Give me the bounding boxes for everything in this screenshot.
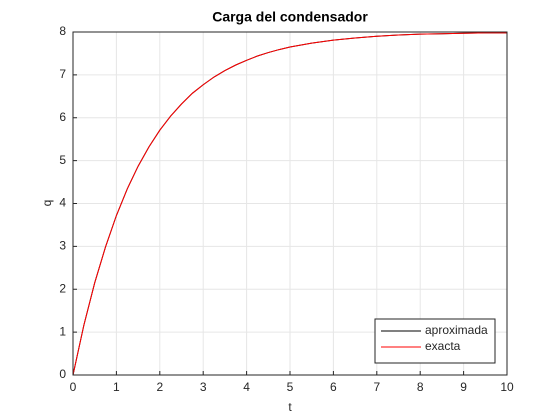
y-tick-label: 6 [59, 110, 66, 124]
y-axis-label: q [40, 200, 54, 207]
y-tick-label: 3 [59, 239, 66, 253]
legend-label: exacta [425, 339, 461, 353]
axes-box [72, 31, 508, 376]
x-tick-label: 1 [113, 380, 120, 394]
x-tick-label: 6 [330, 380, 337, 394]
x-tick-label: 3 [200, 380, 207, 394]
y-tick-label: 1 [59, 324, 66, 338]
x-axis-label: t [288, 400, 292, 414]
x-tick-label: 8 [417, 380, 424, 394]
y-tick-label: 7 [59, 67, 66, 81]
legend-label: aproximada [425, 323, 488, 337]
chart-title: Carga del condensador [212, 9, 368, 25]
legend-box [374, 318, 496, 364]
x-tick-label: 7 [373, 380, 380, 394]
x-tick-label: 5 [287, 380, 294, 394]
series-line [72, 32, 507, 376]
y-tick-label: 0 [59, 367, 66, 381]
x-tick-label: 0 [70, 380, 77, 394]
y-tick-label: 8 [59, 24, 66, 38]
x-tick-label: 2 [156, 380, 163, 394]
x-tick-label: 4 [243, 380, 250, 394]
y-tick-label: 4 [59, 196, 66, 210]
x-tick-label: 10 [500, 380, 514, 394]
x-tick-label: 9 [460, 380, 467, 394]
y-tick-label: 2 [59, 281, 66, 295]
y-tick-label: 5 [59, 153, 66, 167]
